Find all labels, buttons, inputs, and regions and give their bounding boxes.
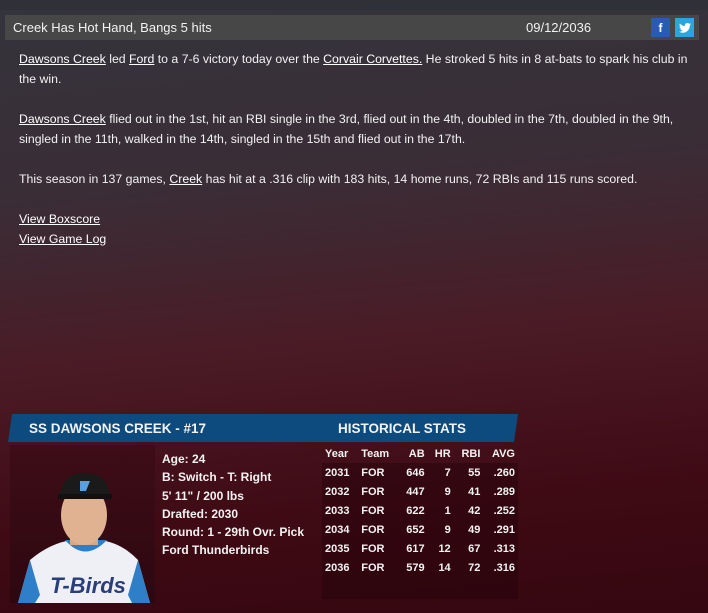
table-cell: FOR (361, 466, 385, 479)
table-cell: FOR (361, 542, 385, 555)
text: to a 7-6 victory today over the (154, 52, 324, 66)
table-cell: 9 (444, 485, 451, 498)
table-cell: 67 (468, 542, 481, 555)
col-hr: HR (434, 447, 451, 460)
col-ab: AB (408, 447, 425, 460)
text: This season in 137 games, (19, 172, 170, 186)
article-body: Dawsons Creek led Ford to a 7-6 victory … (19, 49, 689, 249)
table-row: 2032 FOR 447 9 41 .289 (322, 482, 518, 501)
player-link[interactable]: Dawsons Creek (19, 52, 106, 66)
jersey-text: T-Birds (50, 573, 126, 598)
twitter-icon[interactable] (675, 18, 694, 37)
col-rbi: RBI (461, 447, 481, 460)
table-cell: 42 (468, 504, 481, 517)
table-cell: 2031 (325, 466, 350, 479)
col-team: Team (361, 447, 390, 460)
player-card-header: SS DAWSONS CREEK - #17 HISTORICAL STATS (8, 414, 518, 442)
table-cell: .289 (493, 485, 515, 498)
player-height-weight: 5' 11" / 200 lbs (162, 488, 244, 503)
table-cell: 49 (468, 523, 481, 536)
player-name-header: SS DAWSONS CREEK - #17 (29, 421, 207, 436)
table-cell: .313 (493, 542, 515, 555)
table-cell: 622 (406, 504, 425, 517)
top-bar (0, 0, 708, 10)
table-cell: FOR (361, 504, 385, 517)
empty-cell (322, 577, 518, 599)
paragraph-3: This season in 137 games, Creek has hit … (19, 169, 689, 189)
player-link[interactable]: Dawsons Creek (19, 112, 106, 126)
table-row: 2034 FOR 652 9 49 .291 (322, 520, 518, 539)
player-link[interactable]: Creek (169, 172, 203, 186)
table-cell: FOR (361, 561, 385, 574)
player-info: Age: 24 B: Switch - T: Right 5' 11" / 20… (162, 450, 318, 560)
table-cell: 2032 (325, 485, 350, 498)
text: led (105, 52, 130, 66)
player-age: Age: 24 (162, 452, 206, 466)
table-cell: 646 (406, 466, 425, 479)
table-cell: FOR (361, 485, 385, 498)
player-drafted: Drafted: 2030 (162, 506, 239, 521)
paragraph-2: Dawsons Creek flied out in the 1st, hit … (19, 109, 689, 149)
table-cell: 55 (468, 466, 481, 479)
article-date: 09/12/2036 (526, 20, 592, 35)
table-cell: 2035 (325, 542, 350, 555)
col-avg: AVG (491, 447, 515, 460)
table-cell: .252 (493, 504, 515, 517)
table-cell: 9 (444, 523, 451, 536)
text: flied out in the 1st, hit an RBI single … (19, 112, 674, 146)
table-cell: 2033 (325, 504, 350, 517)
table-cell: 12 (438, 542, 451, 555)
paragraph-1: Dawsons Creek led Ford to a 7-6 victory … (19, 49, 689, 89)
historical-stats-table: Year Team AB HR RBI AVG 2031 FOR 646 7 55 .26… (322, 444, 518, 599)
table-cell: .260 (493, 466, 515, 479)
empty-row (322, 577, 518, 599)
table-cell: .316 (493, 561, 515, 574)
table-cell: .291 (493, 523, 515, 536)
table-cell: 447 (406, 485, 425, 498)
player-team: Ford Thunderbirds (162, 543, 270, 558)
table-cell: 7 (444, 466, 451, 479)
table-cell: 14 (438, 561, 451, 574)
team-link[interactable]: Ford (129, 52, 155, 66)
article-header: Creek Has Hot Hand, Bangs 5 hits 09/12/2… (5, 15, 699, 40)
table-row: 2036 FOR 579 14 72 .316 (322, 558, 518, 577)
player-bats-throws: B: Switch - T: Right (162, 470, 272, 485)
col-year: Year (325, 447, 349, 460)
text: has hit at a .316 clip with 183 hits, 14… (202, 172, 638, 186)
view-boxscore-link[interactable]: View Boxscore (19, 212, 101, 226)
table-cell: 652 (406, 523, 425, 536)
opponent-link[interactable]: Corvair Corvettes. (323, 52, 423, 66)
table-header-row: Year Team AB HR RBI AVG (322, 444, 518, 463)
text: He stroked 5 hits in 8 at-bats to spark … (19, 52, 688, 86)
table-cell: 2036 (325, 561, 350, 574)
table-cell: 1 (444, 504, 451, 517)
table-cell: 2034 (325, 523, 350, 536)
table-cell: 72 (468, 561, 481, 574)
player-draft-round: Round: 1 - 29th Ovr. Pick (162, 525, 305, 540)
table-cell: FOR (361, 523, 385, 536)
view-game-log-link[interactable]: View Game Log (19, 232, 107, 246)
table-cell: 41 (468, 485, 481, 498)
player-photo: T-Birds (10, 445, 155, 603)
historical-stats-header: HISTORICAL STATS (338, 421, 467, 436)
facebook-icon[interactable]: f (651, 18, 670, 37)
article-title: Creek Has Hot Hand, Bangs 5 hits (13, 20, 212, 35)
table-row: 2033 FOR 622 1 42 .252 (322, 501, 518, 520)
table-row: 2031 FOR 646 7 55 .260 (322, 463, 518, 482)
table-cell: 579 (406, 561, 425, 574)
table-cell: 617 (406, 542, 425, 555)
table-row: 2035 FOR 617 12 67 .313 (322, 539, 518, 558)
